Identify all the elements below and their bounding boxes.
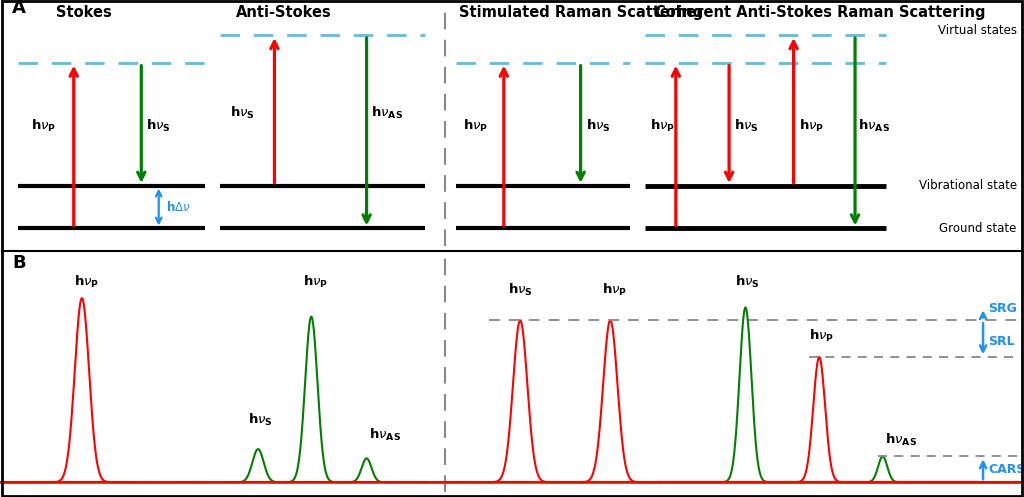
Text: h$\nu_\mathbf{S}$: h$\nu_\mathbf{S}$ [248,412,272,428]
Text: h$\nu_\mathbf{S}$: h$\nu_\mathbf{S}$ [586,117,610,134]
Text: h$\nu_\mathbf{S}$: h$\nu_\mathbf{S}$ [734,117,759,134]
Text: h$\nu_\mathbf{AS}$: h$\nu_\mathbf{AS}$ [369,427,400,443]
Text: Vibrational state: Vibrational state [919,179,1017,192]
Text: Stokes: Stokes [56,5,112,20]
Text: SRL: SRL [988,334,1015,348]
Text: h$\nu_\mathbf{P}$: h$\nu_\mathbf{P}$ [809,329,835,344]
Text: CARS: CARS [988,463,1024,476]
Text: h$\nu_\mathbf{S}$: h$\nu_\mathbf{S}$ [735,274,760,290]
Text: h$\nu_\mathbf{P}$: h$\nu_\mathbf{P}$ [799,117,824,134]
Text: h$\nu_\mathbf{P}$: h$\nu_\mathbf{P}$ [74,274,99,290]
Text: h$\Delta\nu$: h$\Delta\nu$ [166,200,190,214]
Text: h$\nu_\mathbf{P}$: h$\nu_\mathbf{P}$ [650,117,676,134]
Text: Virtual states: Virtual states [938,24,1017,37]
Text: h$\nu_\mathbf{P}$: h$\nu_\mathbf{P}$ [31,117,56,134]
Text: h$\nu_\mathbf{P}$: h$\nu_\mathbf{P}$ [303,274,329,290]
Text: SRG: SRG [988,303,1017,316]
Text: h$\nu_\mathbf{S}$: h$\nu_\mathbf{S}$ [146,117,171,134]
Text: A: A [12,0,27,16]
Text: h$\nu_\mathbf{AS}$: h$\nu_\mathbf{AS}$ [858,117,890,134]
Text: Ground state: Ground state [939,222,1017,235]
Text: h$\nu_\mathbf{S}$: h$\nu_\mathbf{S}$ [230,105,255,121]
Text: h$\nu_\mathbf{AS}$: h$\nu_\mathbf{AS}$ [371,105,402,121]
Text: Anti-Stokes: Anti-Stokes [236,5,332,20]
Text: Coherent Anti-Stokes Raman Scattering: Coherent Anti-Stokes Raman Scattering [655,5,986,20]
Text: h$\nu_\mathbf{P}$: h$\nu_\mathbf{P}$ [602,282,628,298]
Text: B: B [12,254,26,272]
Text: h$\nu_\mathbf{P}$: h$\nu_\mathbf{P}$ [463,117,488,134]
Text: h$\nu_\mathbf{S}$: h$\nu_\mathbf{S}$ [508,282,532,298]
Text: Stimulated Raman Scattering: Stimulated Raman Scattering [459,5,703,20]
Text: h$\nu_\mathbf{AS}$: h$\nu_\mathbf{AS}$ [885,432,916,448]
